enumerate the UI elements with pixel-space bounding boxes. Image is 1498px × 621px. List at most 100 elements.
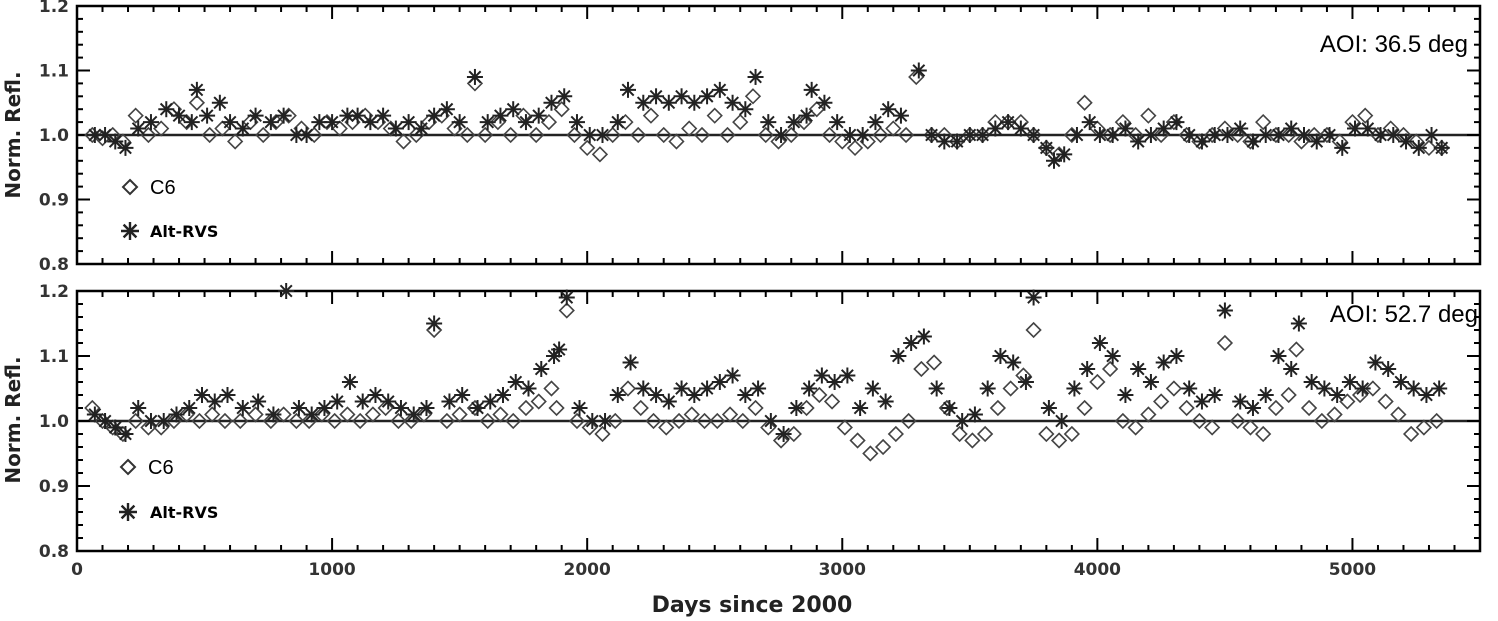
bottom-alt-rvs-point xyxy=(168,406,185,423)
top-alt-rvs-point xyxy=(803,81,820,98)
bottom-alt-rvs-point xyxy=(1367,354,1384,371)
bottom-alt-rvs-point xyxy=(1244,400,1261,416)
top-legend-alt-rvs-label: Alt-RVS xyxy=(150,222,218,241)
top-alt-rvs-point xyxy=(785,114,802,131)
top-c6-point xyxy=(642,107,660,124)
top-c6-point xyxy=(1076,94,1093,111)
bottom-c6-point xyxy=(925,354,943,371)
top-alt-rvs-point xyxy=(1012,120,1029,137)
bottom-alt-rvs-point xyxy=(724,367,741,384)
bottom-c6-point xyxy=(1025,321,1042,339)
bottom-c6-point xyxy=(798,399,815,417)
top-alt-rvs-point xyxy=(841,127,858,143)
top-alt-rvs-point xyxy=(648,88,665,105)
top-aoi-annotation: AOI: 36.5 deg xyxy=(1320,31,1468,58)
bottom-y-ticks: 0.8 0.9 1.0 1.1 1.2 xyxy=(39,282,1480,562)
top-y-tick-label: 1.2 xyxy=(39,0,69,17)
top-alt-rvs-point xyxy=(760,114,777,131)
bottom-c6-point xyxy=(1300,399,1318,417)
bottom-alt-rvs-point xyxy=(673,380,690,397)
top-alt-rvs-point xyxy=(1045,152,1062,169)
top-alt-rvs-point xyxy=(117,139,134,156)
bottom-c6-point xyxy=(492,406,509,423)
bottom-c6-point xyxy=(517,399,535,417)
bottom-alt-rvs-point xyxy=(250,393,267,410)
bottom-alt-rvs-point xyxy=(992,348,1009,364)
bottom-y-tick-label: 1.2 xyxy=(39,282,69,302)
bottom-x-tick-label: 1000 xyxy=(308,560,355,580)
bottom-c6-point xyxy=(747,399,764,417)
top-c6-point xyxy=(668,133,685,150)
bottom-alt-rvs-point xyxy=(181,400,198,416)
bottom-alt-rvs-point xyxy=(117,426,134,442)
top-alt-rvs-point xyxy=(275,107,292,124)
top-alt-rvs-point xyxy=(1385,127,1402,143)
top-c6-point xyxy=(604,126,621,144)
bottom-c6-point xyxy=(594,425,611,443)
bottom-alt-rvs-point xyxy=(1130,361,1147,377)
bottom-alt-rvs-point xyxy=(979,380,996,397)
top-alt-rvs-point xyxy=(492,107,509,124)
top-alt-rvs-point xyxy=(298,127,315,143)
bottom-c6-point xyxy=(1428,412,1445,430)
bottom-c6-point xyxy=(1204,419,1221,436)
top-c6-point xyxy=(655,126,672,144)
bottom-c6-point xyxy=(403,412,420,430)
top-c6-point xyxy=(591,146,609,163)
bottom-alt-rvs-point xyxy=(1017,374,1034,390)
bottom-c6-point xyxy=(1402,425,1420,443)
bottom-alt-rvs-point xyxy=(966,406,983,423)
bottom-alt-rvs-point xyxy=(1193,393,1210,410)
top-alt-rvs-point xyxy=(479,114,496,131)
top-alt-rvs-point xyxy=(699,88,716,105)
bottom-alt-rvs-point xyxy=(954,413,971,429)
bottom-c6-point xyxy=(900,412,917,430)
top-y-tick-label: 0.8 xyxy=(39,255,69,275)
top-c6-point xyxy=(719,126,736,144)
top-alt-rvs-point xyxy=(451,114,468,131)
top-c6-point xyxy=(1153,126,1170,144)
top-alt-rvs-point xyxy=(686,94,703,111)
bottom-y-tick-label: 1.1 xyxy=(39,347,69,367)
bottom-alt-rvs-point xyxy=(826,374,843,390)
top-alt-rvs-point xyxy=(466,68,483,85)
bottom-alt-rvs-point xyxy=(660,393,677,410)
top-alt-rvs-point xyxy=(1000,114,1017,131)
top-c6-point xyxy=(201,126,218,144)
bottom-alt-rvs-point xyxy=(648,387,665,403)
top-alt-rvs-point xyxy=(854,127,871,143)
bottom-c6-point xyxy=(1288,341,1305,358)
bottom-legend: C6 Alt-RVS xyxy=(119,457,218,522)
bottom-c6-point xyxy=(785,425,802,443)
bottom-alt-rvs-point xyxy=(392,400,409,416)
bottom-c6-point xyxy=(772,432,790,449)
top-c6-point xyxy=(706,107,723,124)
top-c6-point xyxy=(255,126,272,144)
bottom-alt-rvs-point xyxy=(206,393,223,410)
bottom-alt-rvs-point xyxy=(686,387,703,403)
bottom-series-marks xyxy=(84,283,1448,462)
bottom-c6-point xyxy=(1114,412,1132,430)
bottom-c6-point xyxy=(823,393,841,410)
bottom-c6-point xyxy=(951,425,968,443)
bottom-c6-point xyxy=(1178,399,1195,417)
top-series-marks xyxy=(84,62,1450,169)
top-alt-rvs-point xyxy=(142,114,159,131)
top-c6-point xyxy=(757,126,774,144)
bottom-alt-rvs-point xyxy=(1303,374,1320,390)
top-alt-rvs-point xyxy=(438,101,455,118)
top-alt-rvs-point xyxy=(107,133,124,150)
bottom-x-tick-label: 3000 xyxy=(819,560,866,580)
bottom-alt-rvs-point xyxy=(928,380,945,397)
top-alt-rvs-point xyxy=(1283,120,1300,137)
top-y-tick-label: 1.1 xyxy=(39,62,69,82)
bottom-x-ticks: 0 1000 2000 3000 4000 5000 xyxy=(71,291,1481,580)
bottom-c6-point xyxy=(645,412,662,430)
top-c6-point xyxy=(630,126,647,144)
bottom-c6-point xyxy=(548,399,565,417)
top-alt-rvs-point xyxy=(362,114,379,131)
bottom-c6-point xyxy=(247,406,264,423)
top-alt-rvs-point xyxy=(171,107,188,124)
top-alt-rvs-point xyxy=(1347,120,1364,137)
top-alt-rvs-point xyxy=(1193,133,1210,150)
